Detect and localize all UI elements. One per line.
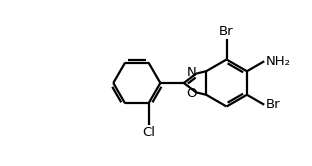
Text: Cl: Cl [142,126,155,139]
Text: N: N [187,66,197,79]
Text: O: O [187,87,197,100]
Text: NH₂: NH₂ [266,55,291,68]
Text: Br: Br [219,25,234,38]
Text: Br: Br [266,98,281,111]
